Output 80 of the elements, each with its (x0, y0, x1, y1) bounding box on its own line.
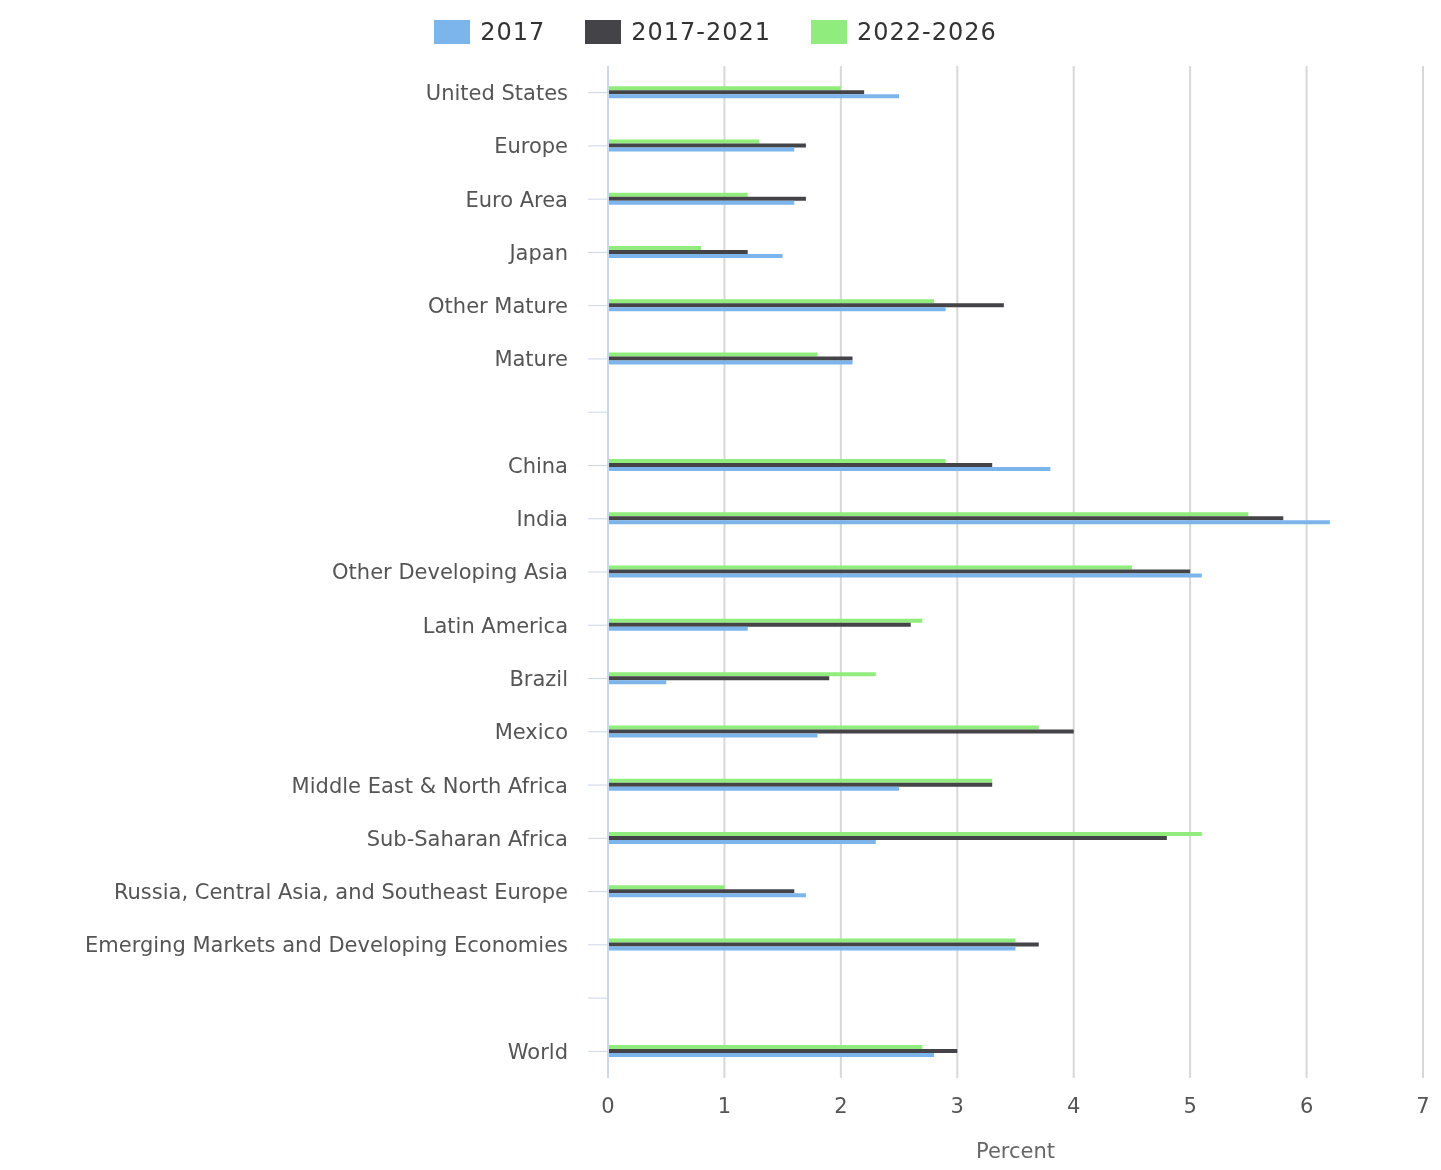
bar (608, 94, 900, 99)
bar (608, 86, 841, 91)
bar (608, 192, 748, 197)
bar (608, 893, 806, 898)
x-tick-label: 5 (1183, 1093, 1197, 1118)
bar (608, 622, 911, 627)
bar (608, 512, 1249, 517)
y-tick-label: World (507, 1039, 568, 1064)
y-tick-label: Middle East & North Africa (291, 773, 568, 798)
bar (608, 839, 876, 844)
bar (608, 1044, 923, 1049)
y-tick-label: Mexico (494, 720, 568, 745)
bar (608, 569, 1191, 574)
bar (608, 782, 993, 787)
bar (608, 565, 1132, 570)
x-tick-label: 0 (601, 1093, 615, 1118)
bar (608, 626, 748, 631)
bar (608, 885, 725, 890)
y-tick-label: Mature (494, 347, 568, 372)
y-tick-label: Japan (507, 240, 568, 265)
bar (608, 733, 818, 738)
bar (608, 786, 900, 791)
x-tick-label: 3 (950, 1093, 964, 1118)
y-tick-label: Russia, Central Asia, and Southeast Europe (113, 880, 568, 905)
y-tick-label: Other Mature (428, 294, 568, 319)
legend-label: 2017 (479, 18, 546, 46)
bar (608, 835, 1167, 840)
y-tick-label: Latin America (422, 613, 568, 638)
bar (608, 516, 1284, 521)
legend-label: 2017-2021 (630, 18, 772, 46)
bar (608, 463, 993, 468)
x-axis-title: Percent (975, 1139, 1056, 1163)
bar (608, 831, 1202, 836)
bar (608, 520, 1330, 525)
bar (608, 618, 923, 623)
bar (608, 459, 946, 464)
bar (608, 942, 1039, 947)
bar (608, 778, 993, 783)
x-tick-label: 4 (1067, 1093, 1081, 1118)
y-tick-label: Other Developing Asia (332, 560, 568, 585)
bar (608, 299, 934, 304)
bar (608, 356, 853, 361)
bar (608, 725, 1039, 730)
y-tick-label: United States (425, 81, 568, 106)
bar (608, 254, 783, 259)
bar (608, 680, 667, 685)
bar (608, 307, 946, 312)
y-tick-label: India (516, 507, 568, 532)
bar (608, 352, 818, 357)
bar (608, 246, 702, 251)
x-tick-label: 2 (834, 1093, 848, 1118)
y-tick-label: Sub-Saharan Africa (366, 826, 568, 851)
bar (608, 467, 1051, 472)
y-tick-label: Brazil (509, 666, 568, 691)
bar (608, 303, 1004, 308)
bar (608, 200, 795, 205)
bar (608, 946, 1016, 951)
bar (608, 196, 806, 201)
bar (608, 143, 806, 148)
bar (608, 250, 748, 255)
bar (608, 139, 760, 144)
x-tick-label: 1 (717, 1093, 732, 1118)
bar (608, 729, 1074, 734)
y-tick-label: China (508, 453, 568, 478)
bar (608, 1048, 958, 1053)
y-tick-label: Europe (494, 134, 568, 159)
y-tick-label: Emerging Markets and Developing Economies (85, 933, 568, 958)
bar (608, 1052, 934, 1057)
bar (608, 889, 795, 894)
bar (608, 90, 865, 95)
legend-label: 2022-2026 (856, 18, 997, 46)
x-tick-label: 6 (1299, 1093, 1314, 1118)
bar (608, 147, 795, 152)
x-tick-label: 7 (1416, 1093, 1430, 1118)
bar (608, 938, 1016, 943)
bar (608, 360, 853, 365)
bar (608, 672, 876, 677)
y-tick-label: Euro Area (465, 187, 568, 212)
bar (608, 676, 830, 681)
bar (608, 573, 1202, 578)
